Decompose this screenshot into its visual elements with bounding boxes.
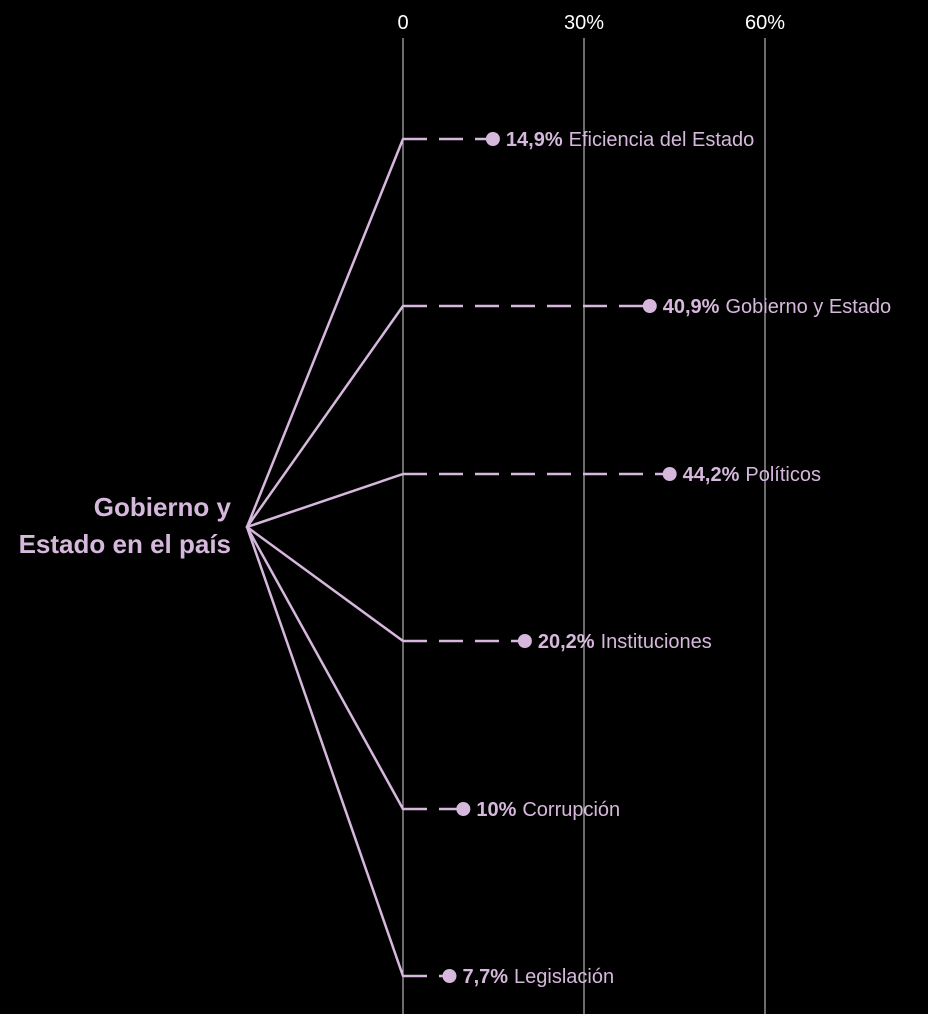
category-label: Políticos xyxy=(745,464,821,486)
data-label: 20,2% Instituciones xyxy=(538,631,712,653)
data-dot xyxy=(642,299,657,313)
data-dot xyxy=(517,634,532,648)
branch-line xyxy=(245,472,405,529)
value-label: 14,9% xyxy=(506,129,563,151)
root-label-line: Gobierno y xyxy=(94,492,232,522)
category-label: Corrupción xyxy=(522,799,620,821)
dashed-stems xyxy=(403,137,670,978)
branch-line xyxy=(245,137,405,529)
data-dot xyxy=(442,969,457,983)
category-label: Legislación xyxy=(514,966,614,988)
grid-lines xyxy=(402,38,766,1014)
root-label-line: Estado en el país xyxy=(19,529,231,559)
data-dot xyxy=(662,467,677,481)
value-label: 44,2% xyxy=(683,464,740,486)
category-label: Gobierno y Estado xyxy=(725,296,891,318)
data-dot xyxy=(485,132,500,146)
root-label-text: Gobierno y Estado en el país xyxy=(19,492,232,559)
x-tick-label: 0 xyxy=(397,12,408,34)
branch-line xyxy=(245,525,405,811)
x-tick-label: 60% xyxy=(745,12,785,34)
value-label: 20,2% xyxy=(538,631,595,653)
value-label: 7,7% xyxy=(462,966,508,988)
axis-ticks: 0 30% 60% xyxy=(397,12,785,34)
category-label: Instituciones xyxy=(601,631,712,653)
branch-line xyxy=(245,304,405,529)
root-label: Gobierno y Estado en el país xyxy=(19,492,232,559)
data-label: 14,9% Eficiencia del Estado xyxy=(506,129,754,151)
branch-line xyxy=(245,525,405,643)
data-dot xyxy=(456,802,471,816)
x-tick-label: 30% xyxy=(564,12,604,34)
data-label: 44,2% Políticos xyxy=(683,464,821,486)
data-label: 7,7% Legislación xyxy=(462,966,614,988)
value-label: 10% xyxy=(476,799,516,821)
data-labels: 14,9% Eficiencia del Estado 40,9% Gobierno … xyxy=(462,129,891,988)
data-label: 40,9% Gobierno y Estado xyxy=(663,296,891,318)
value-label: 40,9% xyxy=(663,296,720,318)
data-dots xyxy=(442,132,677,983)
branch-lines xyxy=(245,137,405,978)
data-label: 10% Corrupción xyxy=(476,799,620,821)
category-label: Eficiencia del Estado xyxy=(569,129,755,151)
branch-line xyxy=(245,525,405,978)
